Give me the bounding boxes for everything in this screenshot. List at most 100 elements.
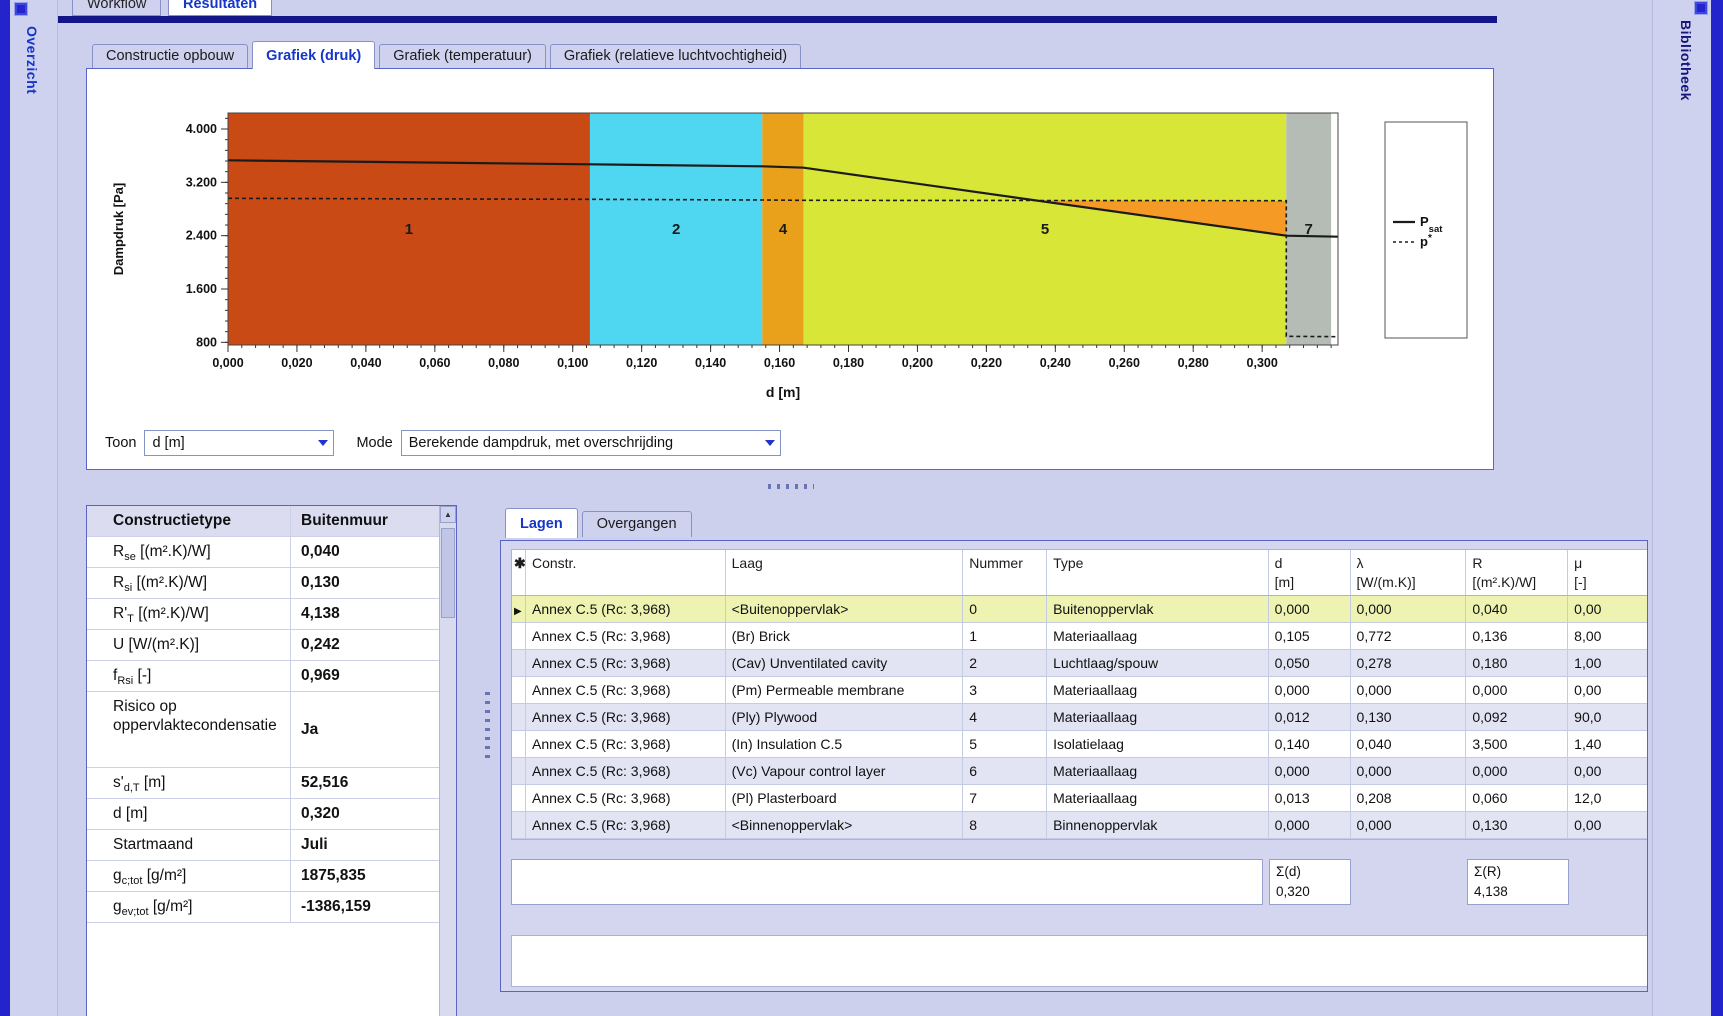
property-row[interactable]: Risico op oppervlaktecondensatie Ja bbox=[87, 692, 439, 768]
cell-constr: Annex C.5 (Rc: 3,968) bbox=[526, 704, 726, 730]
cell-constr: Annex C.5 (Rc: 3,968) bbox=[526, 758, 726, 784]
cell-lambda: 0,772 bbox=[1351, 623, 1467, 649]
cell-laag: <Buitenoppervlak> bbox=[726, 596, 964, 622]
mode-label: Mode bbox=[356, 435, 392, 451]
cell-mu: 0,00 bbox=[1568, 812, 1648, 838]
cell-lambda: 0,040 bbox=[1351, 731, 1467, 757]
cell-type: Materiaallaag bbox=[1047, 677, 1269, 703]
table-row[interactable]: Annex C.5 (Rc: 3,968) (In) Insulation C.… bbox=[512, 731, 1648, 758]
pin-icon[interactable] bbox=[1694, 1, 1708, 15]
chart-panel: 124570,0000,0200,0400,0600,0800,1000,120… bbox=[86, 68, 1494, 470]
table-row[interactable]: Annex C.5 (Rc: 3,968) (Vc) Vapour contro… bbox=[512, 758, 1648, 785]
property-label: Startmaand bbox=[87, 830, 291, 860]
construction-properties-panel: Constructietype Buitenmuur Rse [(m².K)/W… bbox=[86, 505, 457, 1016]
record-indicator-icon: ✱ bbox=[512, 550, 526, 595]
x-axis-label: d [m] bbox=[766, 384, 800, 400]
property-row[interactable]: gc;tot [g/m²] 1875,835 bbox=[87, 861, 439, 892]
sidebar-tab-overzicht[interactable]: Overzicht bbox=[24, 26, 40, 94]
property-row[interactable]: Rsi [(m².K)/W] 0,130 bbox=[87, 568, 439, 599]
x-tick-label: 0,200 bbox=[902, 356, 933, 370]
tab-grafiek-rv[interactable]: Grafiek (relatieve luchtvochtigheid) bbox=[550, 44, 801, 68]
column-header-d[interactable]: d[m] bbox=[1269, 550, 1351, 595]
column-header-nummer[interactable]: Nummer bbox=[963, 550, 1047, 595]
property-label: Rsi [(m².K)/W] bbox=[87, 568, 291, 598]
property-row[interactable]: s'd,T [m] 52,516 bbox=[87, 768, 439, 799]
cell-constr: Annex C.5 (Rc: 3,968) bbox=[526, 812, 726, 838]
cell-r: 0,136 bbox=[1466, 623, 1568, 649]
tab-grafiek-temperatuur[interactable]: Grafiek (temperatuur) bbox=[379, 44, 546, 68]
cell-type: Materiaallaag bbox=[1047, 623, 1269, 649]
totals-r: Σ(R) 4,138 bbox=[1467, 859, 1569, 905]
column-header-r[interactable]: R[(m².K)/W] bbox=[1466, 550, 1568, 595]
sidebar-tab-bibliotheek[interactable]: Bibliotheek bbox=[1678, 20, 1694, 101]
y-tick-label: 4.000 bbox=[186, 122, 217, 136]
toon-select[interactable]: d [m] bbox=[144, 430, 334, 456]
chart-legend bbox=[1385, 122, 1467, 338]
table-row[interactable]: Annex C.5 (Rc: 3,968) (Cav) Unventilated… bbox=[512, 650, 1648, 677]
table-row[interactable]: Annex C.5 (Rc: 3,968) (Pm) Permeable mem… bbox=[512, 677, 1648, 704]
property-row[interactable]: gev;tot [g/m²] -1386,159 bbox=[87, 892, 439, 923]
cell-constr: Annex C.5 (Rc: 3,968) bbox=[526, 650, 726, 676]
property-label: gev;tot [g/m²] bbox=[87, 892, 291, 922]
scrollbar-thumb[interactable] bbox=[441, 528, 455, 618]
cell-constr: Annex C.5 (Rc: 3,968) bbox=[526, 677, 726, 703]
property-row[interactable]: Constructietype Buitenmuur bbox=[87, 506, 439, 537]
table-row[interactable]: Annex C.5 (Rc: 3,968) (Br) Brick 1 Mater… bbox=[512, 623, 1648, 650]
property-row[interactable]: U [W/(m².K)] 0,242 bbox=[87, 630, 439, 661]
tab-lagen[interactable]: Lagen bbox=[505, 508, 578, 538]
property-value: 52,516 bbox=[291, 768, 439, 798]
toon-label: Toon bbox=[105, 435, 136, 451]
column-header-lambda[interactable]: λ[W/(m.K)] bbox=[1351, 550, 1467, 595]
column-header-laag[interactable]: Laag bbox=[726, 550, 964, 595]
chevron-down-icon bbox=[765, 440, 775, 446]
column-header-mu[interactable]: μ[-] bbox=[1568, 550, 1648, 595]
property-row[interactable]: R'T [(m².K)/W] 4,138 bbox=[87, 599, 439, 630]
x-tick-label: 0,220 bbox=[971, 356, 1002, 370]
x-tick-label: 0,120 bbox=[626, 356, 657, 370]
tab-overgangen[interactable]: Overgangen bbox=[582, 511, 692, 537]
table-row[interactable]: Annex C.5 (Rc: 3,968) (Ply) Plywood 4 Ma… bbox=[512, 704, 1648, 731]
column-header-type[interactable]: Type bbox=[1047, 550, 1269, 595]
table-row[interactable]: Annex C.5 (Rc: 3,968) <Binnenoppervlak> … bbox=[512, 812, 1648, 839]
cell-r: 0,092 bbox=[1466, 704, 1568, 730]
cell-nummer: 2 bbox=[963, 650, 1047, 676]
property-row[interactable]: fRsi [-] 0,969 bbox=[87, 661, 439, 692]
tab-resultaten[interactable]: Resultaten bbox=[168, 0, 272, 16]
property-label: gc;tot [g/m²] bbox=[87, 861, 291, 891]
property-label: Risico op oppervlaktecondensatie bbox=[87, 692, 291, 767]
tab-workflow[interactable]: Workflow bbox=[72, 0, 161, 16]
x-tick-label: 0,240 bbox=[1040, 356, 1071, 370]
property-row[interactable]: Rse [(m².K)/W] 0,040 bbox=[87, 537, 439, 568]
cell-mu: 0,00 bbox=[1568, 677, 1648, 703]
tab-grafiek-druk[interactable]: Grafiek (druk) bbox=[252, 41, 375, 69]
table-row[interactable]: Annex C.5 (Rc: 3,968) (Pl) Plasterboard … bbox=[512, 785, 1648, 812]
cell-laag: (Vc) Vapour control layer bbox=[726, 758, 964, 784]
cell-d: 0,000 bbox=[1269, 812, 1351, 838]
cell-nummer: 4 bbox=[963, 704, 1047, 730]
pin-icon[interactable] bbox=[14, 2, 28, 16]
vertical-splitter[interactable] bbox=[485, 692, 490, 764]
properties-table: Constructietype Buitenmuur Rse [(m².K)/W… bbox=[87, 506, 439, 923]
property-row[interactable]: d [m] 0,320 bbox=[87, 799, 439, 830]
cell-d: 0,105 bbox=[1269, 623, 1351, 649]
tab-constructie-opbouw[interactable]: Constructie opbouw bbox=[92, 44, 248, 68]
totals-empty-cell bbox=[511, 859, 1263, 905]
chart-controls: Toon d [m] Mode Berekende dampdruk, met … bbox=[105, 430, 781, 456]
horizontal-splitter[interactable] bbox=[768, 484, 814, 489]
property-row[interactable]: Startmaand Juli bbox=[87, 830, 439, 861]
property-label: fRsi [-] bbox=[87, 661, 291, 691]
cell-mu: 12,0 bbox=[1568, 785, 1648, 811]
cell-d: 0,000 bbox=[1269, 677, 1351, 703]
cell-r: 0,040 bbox=[1466, 596, 1568, 622]
table-row[interactable]: ▶ Annex C.5 (Rc: 3,968) <Buitenoppervlak… bbox=[512, 596, 1648, 623]
layers-table: ✱ Constr. Laag Nummer Type d[m] λ[W/(m.K… bbox=[511, 549, 1648, 840]
y-tick-label: 800 bbox=[196, 335, 217, 349]
window-frame-left bbox=[0, 0, 10, 1016]
cell-type: Luchtlaag/spouw bbox=[1047, 650, 1269, 676]
properties-scrollbar[interactable]: ▲ bbox=[439, 506, 456, 1016]
scroll-up-icon[interactable]: ▲ bbox=[440, 506, 456, 523]
cell-nummer: 0 bbox=[963, 596, 1047, 622]
cell-nummer: 6 bbox=[963, 758, 1047, 784]
column-header-constr[interactable]: Constr. bbox=[526, 550, 726, 595]
mode-select[interactable]: Berekende dampdruk, met overschrijding bbox=[401, 430, 781, 456]
